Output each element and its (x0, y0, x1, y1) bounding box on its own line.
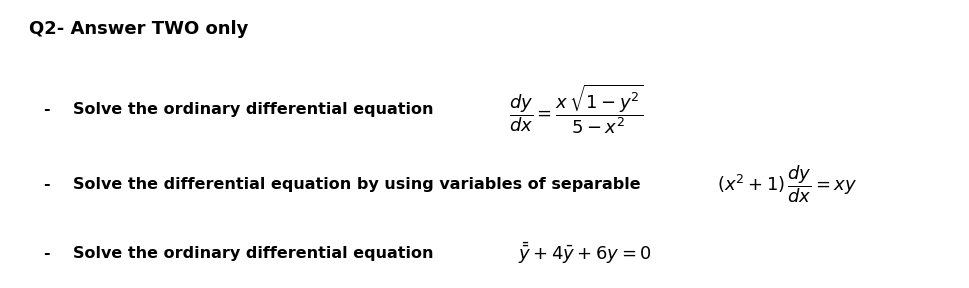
Text: Solve the differential equation by using variables of separable: Solve the differential equation by using… (73, 177, 641, 192)
Text: -: - (44, 246, 50, 261)
Text: $\bar{\bar{y}} + 4\bar{y} + 6y = 0$: $\bar{\bar{y}} + 4\bar{y} + 6y = 0$ (518, 241, 652, 266)
Text: Solve the ordinary differential equation: Solve the ordinary differential equation (73, 246, 433, 261)
Text: $\dfrac{dy}{dx} = \dfrac{x\,\sqrt{1-y^2}}{5-x^2}$: $\dfrac{dy}{dx} = \dfrac{x\,\sqrt{1-y^2}… (509, 83, 643, 136)
Text: Solve the ordinary differential equation: Solve the ordinary differential equation (73, 102, 433, 117)
Text: $(x^2 + 1)\,\dfrac{dy}{dx} = xy$: $(x^2 + 1)\,\dfrac{dy}{dx} = xy$ (717, 164, 858, 205)
Text: Q2- Answer TWO only: Q2- Answer TWO only (29, 20, 248, 38)
Text: -: - (44, 177, 50, 192)
Text: -: - (44, 102, 50, 117)
